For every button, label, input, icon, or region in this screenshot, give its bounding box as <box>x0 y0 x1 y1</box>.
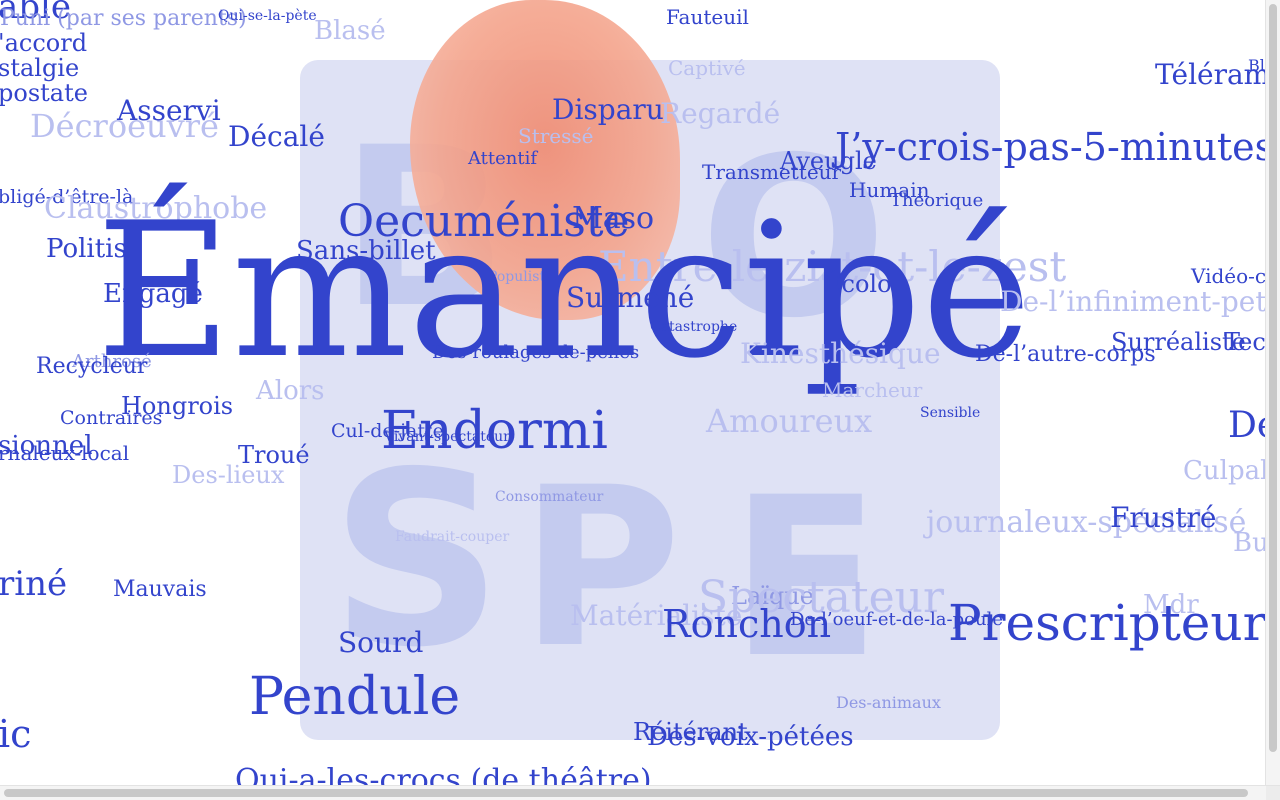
word-link[interactable]: Asservi <box>117 94 221 127</box>
word-link[interactable]: Entre-le-zist-et-le-zest <box>598 242 1067 291</box>
poster-letter-shape: P <box>520 440 682 696</box>
word-link[interactable]: Recycleur <box>36 354 148 379</box>
word-link[interactable]: Puni (par ses parents) <box>0 6 247 31</box>
word-link[interactable]: Des-voix-pétées <box>647 722 854 752</box>
word-link[interactable]: Blasé <box>314 16 386 46</box>
word-link[interactable]: Bu <box>1233 528 1266 558</box>
word-link[interactable]: Hongrois <box>121 392 234 420</box>
poster-letter-shape: S <box>330 420 503 700</box>
word-link[interactable]: Sensible <box>920 405 981 421</box>
word-link[interactable]: Qui-a-les-crocs (de théâtre) <box>235 763 652 787</box>
word-link[interactable]: sionnel <box>0 431 93 461</box>
word-link[interactable]: Spectateur <box>698 572 944 623</box>
word-link[interactable]: Attentif <box>468 148 538 169</box>
word-link[interactable]: Qui-se-la-pète <box>218 8 317 24</box>
word-link[interactable]: Alors <box>256 376 325 406</box>
word-link[interactable]: Marcheur <box>822 378 923 402</box>
vertical-scrollbar[interactable] <box>1265 0 1280 786</box>
word-link[interactable]: Ronchon <box>662 602 832 646</box>
word-link[interactable]: Regardé <box>660 97 781 130</box>
horizontal-scrollbar-thumb[interactable] <box>4 789 1248 797</box>
word-link[interactable]: Matérialiste <box>570 599 743 632</box>
word-link[interactable]: Prescripteur <box>948 594 1266 652</box>
word-link[interactable]: Maso <box>572 201 655 236</box>
word-link[interactable]: Sans-billet <box>296 236 436 266</box>
word-link[interactable]: Pendule <box>249 667 461 727</box>
word-link[interactable]: Contraires <box>60 407 163 429</box>
word-link[interactable]: Des-animaux <box>836 693 941 712</box>
word-link[interactable]: Aveugle <box>780 147 877 175</box>
word-link[interactable]: Mdr <box>1143 590 1199 620</box>
word-link[interactable]: postate <box>0 79 88 107</box>
word-link[interactable]: Stressé <box>518 124 594 148</box>
word-link[interactable]: ic <box>0 712 32 756</box>
word-link[interactable]: Politisé <box>46 234 143 264</box>
word-link[interactable]: Des-lieux <box>172 461 285 489</box>
word-link[interactable]: Des-roulages-de-pelles <box>432 342 640 363</box>
word-cloud-canvas: B O S P E able Puni (par ses parents) Qu… <box>0 0 1266 786</box>
word-link[interactable]: Engagé <box>103 279 203 309</box>
word-link[interactable]: Captivé <box>668 56 746 80</box>
word-link[interactable]: Fauteuil <box>666 5 749 29</box>
word-link[interactable]: Catastrophe <box>650 319 738 335</box>
word-link[interactable]: De-l’autre-corps <box>975 342 1156 367</box>
word-link[interactable]: 'accord <box>0 29 88 57</box>
word-link[interactable]: Dé <box>1228 405 1266 446</box>
word-link[interactable]: Claustrophobe <box>44 191 268 226</box>
word-link[interactable]: Populiste <box>488 269 554 285</box>
word-link[interactable]: Tech <box>1224 328 1266 356</box>
word-link[interactable]: Vivant-spectateur <box>384 429 510 445</box>
poster-letter-shape: O <box>700 110 888 366</box>
word-link[interactable]: rnaleux-local <box>0 441 130 465</box>
word-link[interactable]: De-l’oeuf-et-de-la-poule <box>790 609 1003 630</box>
word-link[interactable]: Mauvais <box>113 577 207 602</box>
scrollbar-corner <box>1266 786 1280 800</box>
word-link[interactable]: Bl <box>1248 56 1265 75</box>
word-link[interactable]: Oecuméniste <box>338 196 630 247</box>
word-link[interactable]: Amoureux <box>706 402 873 440</box>
word-link[interactable]: Théorique <box>890 190 984 211</box>
word-link[interactable]: Décalé <box>228 120 325 153</box>
word-link[interactable]: Vidéo-cl <box>1191 264 1266 288</box>
word-link[interactable]: riné <box>0 564 68 604</box>
word-link[interactable]: De-l’infiniment-petit <box>1000 285 1266 318</box>
word-link[interactable]: Télérama <box>1155 58 1266 91</box>
word-link[interactable]: journaleux-spécialisé <box>926 505 1247 540</box>
red-head-illustration <box>410 0 680 320</box>
horizontal-scrollbar[interactable] <box>0 785 1280 800</box>
word-link[interactable]: Cul-de-jatte <box>331 420 444 442</box>
vertical-scrollbar-thumb[interactable] <box>1269 4 1277 752</box>
word-link[interactable]: Réitérant <box>633 718 748 746</box>
word-link[interactable]: Transmetteur <box>702 160 842 184</box>
word-link[interactable]: Surréaliste <box>1111 328 1246 356</box>
word-link[interactable]: Faudrait-couper <box>395 529 510 545</box>
word-link[interactable]: Endormi <box>381 401 608 461</box>
word-link[interactable]: Consommateur <box>495 489 604 505</box>
word-link[interactable]: Kinesthésique <box>740 337 941 370</box>
word-link[interactable]: Surmené <box>566 281 695 314</box>
word-link[interactable]: able <box>0 0 72 27</box>
word-link[interactable]: Frustré <box>1110 501 1217 534</box>
word-link[interactable]: stalgie <box>0 54 80 82</box>
word-link[interactable]: Arthrosé <box>72 351 152 372</box>
word-link[interactable]: Troué <box>238 441 310 469</box>
word-link[interactable]: Décroeuvré <box>30 107 219 145</box>
poster-letter-shape: E <box>730 450 881 706</box>
word-link[interactable]: Écolo <box>824 270 892 298</box>
word-link[interactable]: Culpab <box>1183 456 1266 486</box>
word-link[interactable]: J’y-crois-pas-5-minutes <box>835 125 1266 169</box>
word-link[interactable]: Humain <box>849 178 930 202</box>
word-link[interactable]: Émancipé <box>96 182 1032 399</box>
word-link[interactable]: Laïque <box>731 582 814 610</box>
word-link[interactable]: bligé-d’être-là <box>0 186 134 208</box>
word-link[interactable]: Disparu <box>552 93 664 126</box>
word-link[interactable]: Sourd <box>338 626 424 659</box>
